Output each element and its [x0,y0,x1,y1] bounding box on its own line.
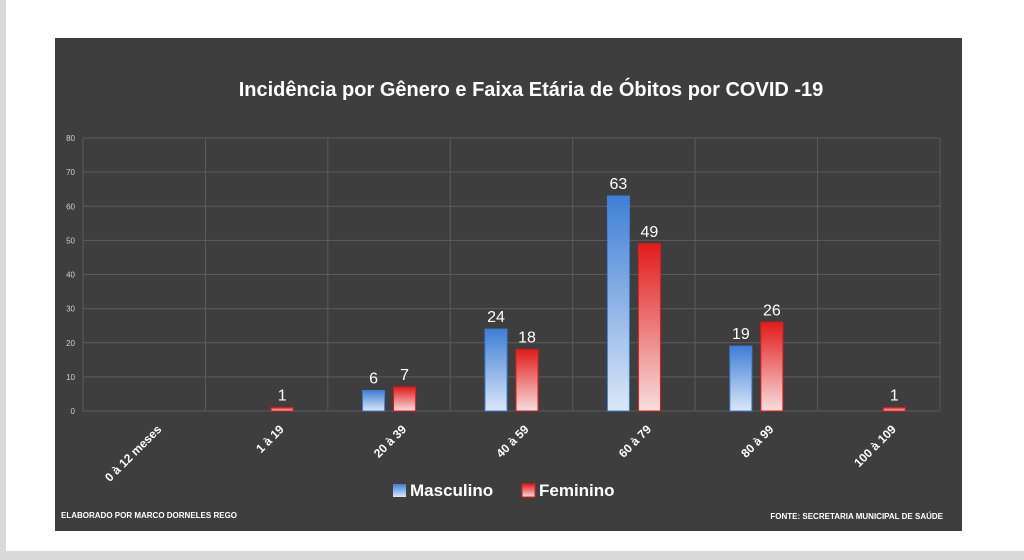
x-tick-label: 40 à 59 [493,422,531,460]
bar-masculino [484,328,508,412]
y-tick-label: 50 [66,236,75,245]
data-label-feminino: 1 [278,388,287,405]
legend-swatch-feminino [521,483,536,498]
x-tick-label: 80 à 99 [738,422,776,460]
legend-label-feminino: Feminino [539,481,615,500]
y-tick-label: 40 [66,271,75,280]
data-label-feminino: 26 [763,302,781,319]
y-tick-label: 20 [66,339,75,348]
y-tick-label: 30 [66,305,75,314]
data-label-feminino: 49 [641,224,659,241]
bar-feminino [637,243,661,412]
bar-feminino [270,407,294,412]
bar-masculino [729,345,753,412]
bar-feminino [393,386,417,412]
data-label-masculino: 24 [487,309,505,326]
y-tick-label: 10 [66,373,75,382]
bar-feminino [882,407,906,412]
bar-feminino [515,349,539,412]
x-tick-label: 60 à 79 [616,422,654,460]
legend-label-masculino: Masculino [410,481,493,500]
bar-masculino [362,390,386,412]
bottom-border [0,551,1024,560]
bar-feminino [760,321,784,412]
bar-chart: Incidência por Gênero e Faixa Etária de … [61,77,944,521]
chart-title: Incidência por Gênero e Faixa Etária de … [239,77,824,101]
data-label-feminino: 18 [518,330,536,347]
data-label-feminino: 7 [400,367,409,384]
bar-masculino [606,195,630,412]
x-tick-label: 0 à 12 meses [102,422,165,485]
chart-panel: Incidência por Gênero e Faixa Etária de … [55,38,962,531]
data-label-masculino: 6 [369,371,378,388]
left-border [0,0,6,560]
footer-source: FONTE: SECRETARIA MUNICIPAL DE SAÚDE [770,512,943,521]
y-tick-label: 70 [66,168,75,177]
legend-swatch-masculino [393,484,406,497]
x-tick-label: 20 à 39 [371,422,409,460]
data-label-feminino: 1 [890,388,899,405]
data-label-masculino: 19 [732,326,750,343]
x-tick-label: 1 à 19 [253,422,287,456]
data-label-masculino: 63 [610,176,628,193]
y-tick-label: 80 [66,134,75,143]
x-tick-label: 100 à 109 [851,422,899,470]
footer-author: ELABORADO POR MARCO DORNELES REGO [61,511,237,520]
legend: Masculino Feminino [393,481,615,500]
y-tick-label: 60 [66,202,75,211]
y-tick-label: 0 [71,407,76,416]
